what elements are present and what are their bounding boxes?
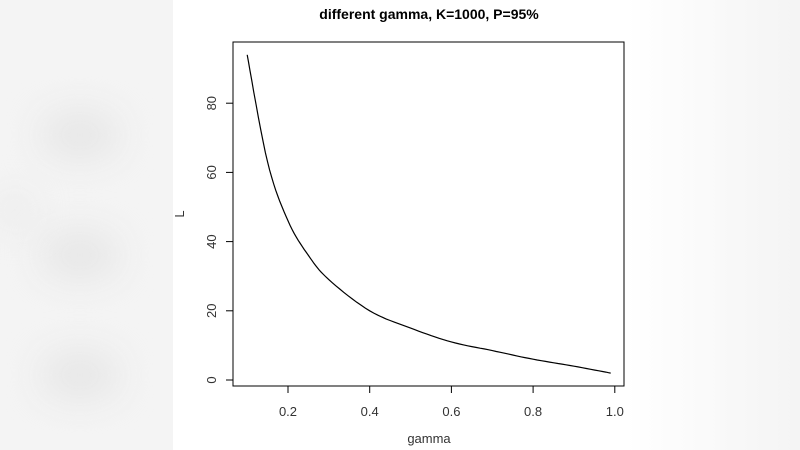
x-tick-label: 0.6 bbox=[442, 404, 460, 419]
y-tick-label: 0 bbox=[204, 376, 219, 383]
x-tick-label: 1.0 bbox=[606, 404, 624, 419]
blurred-background-right bbox=[625, 0, 800, 450]
x-axis-label: gamma bbox=[407, 431, 451, 446]
blurred-background-left bbox=[0, 0, 175, 450]
chart-title: different gamma, K=1000, P=95% bbox=[319, 6, 539, 22]
blurred-shape bbox=[0, 195, 30, 225]
blurred-shape bbox=[40, 230, 120, 280]
x-tick-label: 0.4 bbox=[361, 404, 379, 419]
y-tick-label: 60 bbox=[204, 165, 219, 179]
x-tick-label: 0.2 bbox=[279, 404, 297, 419]
chart-panel bbox=[173, 0, 628, 450]
y-axis: 0 20 40 60 80 bbox=[204, 96, 234, 384]
y-tick-label: 80 bbox=[204, 96, 219, 110]
y-tick-label: 20 bbox=[204, 304, 219, 318]
y-tick-label: 40 bbox=[204, 234, 219, 248]
blurred-shape bbox=[40, 350, 120, 400]
x-axis: 0.2 0.4 0.6 0.8 1.0 bbox=[279, 385, 624, 419]
data-line bbox=[246, 54, 611, 374]
blurred-shape bbox=[40, 110, 120, 160]
x-tick-label: 0.8 bbox=[524, 404, 542, 419]
y-axis-label: L bbox=[172, 210, 187, 217]
